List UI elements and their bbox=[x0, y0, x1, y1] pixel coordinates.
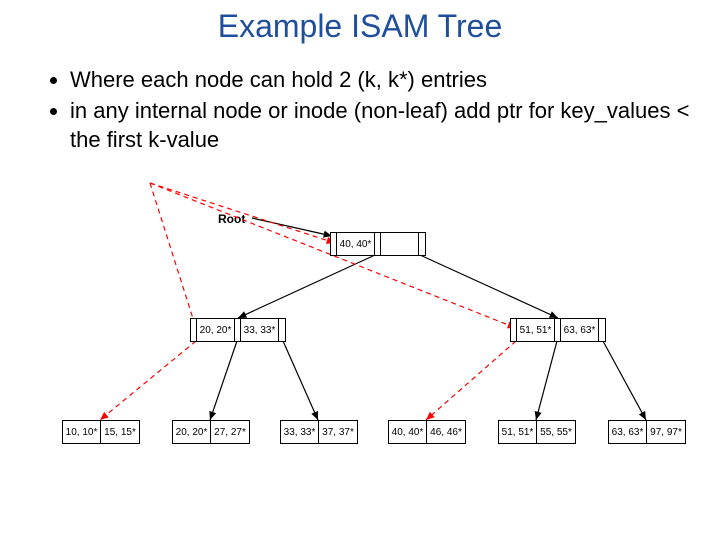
page-title: Example ISAM Tree bbox=[0, 8, 720, 45]
node-cell: 40, 40* bbox=[389, 421, 427, 443]
root-label: Root bbox=[218, 212, 245, 226]
tree-node-int2: 51, 51* 63, 63* bbox=[510, 318, 606, 342]
node-cell: 20, 20* bbox=[173, 421, 211, 443]
node-cell: 51, 51* bbox=[517, 319, 555, 341]
bullet-list: Where each node can hold 2 (k, k*) entri… bbox=[30, 66, 700, 154]
node-cell: 63, 63* bbox=[609, 421, 647, 443]
node-cell bbox=[381, 233, 419, 255]
tree-node-int1: 20, 20* 33, 33* bbox=[190, 318, 286, 342]
tree-node-leaf4: 40, 40*46, 46* bbox=[388, 420, 466, 444]
tree-node-leaf6: 63, 63*97, 97* bbox=[608, 420, 686, 444]
node-cell: 27, 27* bbox=[211, 421, 249, 443]
node-cell: 40, 40* bbox=[337, 233, 375, 255]
node-cell: 10, 10* bbox=[63, 421, 101, 443]
node-cell: 33, 33* bbox=[281, 421, 319, 443]
node-cell: 37, 37* bbox=[319, 421, 357, 443]
node-cell: 15, 15* bbox=[101, 421, 139, 443]
tree-node-root: 40, 40* bbox=[330, 232, 426, 256]
node-cell: 97, 97* bbox=[647, 421, 685, 443]
tree-node-leaf5: 51, 51*55, 55* bbox=[498, 420, 576, 444]
bullet-item: in any internal node or inode (non-leaf)… bbox=[70, 97, 700, 154]
node-cell: 46, 46* bbox=[427, 421, 465, 443]
node-cell: 33, 33* bbox=[241, 319, 279, 341]
tree-node-leaf2: 20, 20*27, 27* bbox=[172, 420, 250, 444]
node-cell: 55, 55* bbox=[537, 421, 575, 443]
bullet-item: Where each node can hold 2 (k, k*) entri… bbox=[70, 66, 700, 95]
node-cell: 20, 20* bbox=[197, 319, 235, 341]
tree-node-leaf3: 33, 33*37, 37* bbox=[280, 420, 358, 444]
tree-node-leaf1: 10, 10*15, 15* bbox=[62, 420, 140, 444]
node-cell: 63, 63* bbox=[561, 319, 599, 341]
node-cell: 51, 51* bbox=[499, 421, 537, 443]
